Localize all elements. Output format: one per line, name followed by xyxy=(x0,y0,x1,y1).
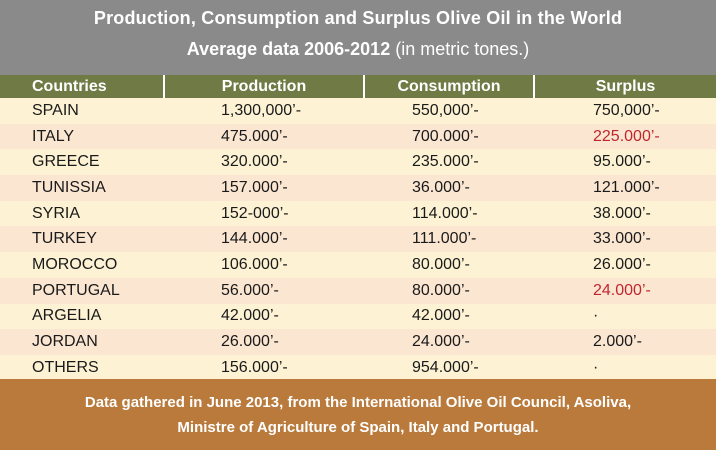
table-row: TUNISSIA 157.000’- 36.000’- 121.000’- xyxy=(0,175,716,201)
column-header-countries: Countries xyxy=(0,75,165,98)
surplus-cell: 2.000’- xyxy=(593,333,642,351)
table-row: ITALY 475.000’- 700.000’- 225.000’- xyxy=(0,123,716,150)
country-cell: JORDAN xyxy=(32,333,98,351)
consumption-cell: 550,000’- xyxy=(412,101,479,119)
table-body: SPAIN 1,300,000’- 550,000’- 750,000’- ITALY 4… xyxy=(0,98,716,381)
title: Production, Consumption and Surplus Oliv… xyxy=(93,8,623,28)
surplus-cell: 26.000’- xyxy=(593,255,651,273)
production-cell: 106.000’- xyxy=(221,255,288,273)
table-row: SPAIN 1,300,000’- 550,000’- 750,000’- xyxy=(0,98,716,124)
consumption-cell: 24.000’- xyxy=(412,333,470,351)
consumption-cell: 114.000’- xyxy=(412,204,478,222)
country-cell: GREECE xyxy=(32,153,100,171)
country-cell: PORTUGAL xyxy=(32,281,120,299)
production-cell: 152-000’- xyxy=(221,204,289,222)
consumption-cell: 700.000’- xyxy=(412,127,479,145)
surplus-cell: 24.000’- xyxy=(593,281,651,299)
country-cell: TUNISSIA xyxy=(32,178,106,196)
country-cell: SYRIA xyxy=(32,204,81,222)
surplus-cell: 121.000’- xyxy=(593,178,660,196)
production-cell: 144.000’- xyxy=(221,230,288,248)
source-footer: Data gathered in June 2013, from the Int… xyxy=(0,379,716,450)
consumption-cell: 42.000’- xyxy=(412,307,470,325)
table-row: GREECE 320.000’- 235.000’- 95.000’- xyxy=(0,149,716,176)
table-row: PORTUGAL 56.000’- 80.000’- 24.000’- xyxy=(0,277,716,304)
country-cell: ITALY xyxy=(32,127,75,145)
consumption-cell: 36.000’- xyxy=(412,178,470,196)
table-header-row: Countries Production Consumption Surplus xyxy=(0,75,716,98)
production-cell: 1,300,000’- xyxy=(221,101,302,119)
consumption-cell: 235.000’- xyxy=(412,153,479,171)
subtitle-bold: Average data 2006-2012 xyxy=(186,39,391,59)
surplus-cell: 750,000’- xyxy=(593,101,660,119)
title-bar: Production, Consumption and Surplus Oliv… xyxy=(0,0,716,75)
column-header-consumption: Consumption xyxy=(365,75,535,98)
consumption-cell: 80.000’- xyxy=(412,255,470,273)
surplus-cell: 225.000’- xyxy=(593,127,660,145)
production-cell: 156.000’- xyxy=(221,358,288,376)
table-row: SYRIA 152-000’- 114.000’- 38.000’- xyxy=(0,200,716,227)
column-header-production: Production xyxy=(165,75,365,98)
surplus-cell: · xyxy=(593,307,599,325)
subtitle: Average data 2006-2012 (in metric tones.… xyxy=(0,39,716,60)
surplus-cell: 38.000’- xyxy=(593,204,651,222)
surplus-cell: 33.000’- xyxy=(593,230,651,248)
country-cell: TURKEY xyxy=(32,230,97,248)
production-cell: 475.000’- xyxy=(221,127,288,145)
table-row: OTHERS 156.000’- 954.000’- · xyxy=(0,354,716,381)
column-header-surplus: Surplus xyxy=(595,77,656,95)
country-cell: ARGELIA xyxy=(32,307,102,325)
table-row: TURKEY 144.000’- 111.000’- 33.000’- xyxy=(0,226,716,253)
production-cell: 56.000’- xyxy=(221,281,279,299)
table-row: MOROCCO 106.000’- 80.000’- 26.000’- xyxy=(0,252,716,278)
production-cell: 26.000’- xyxy=(221,333,279,351)
production-cell: 320.000’- xyxy=(221,153,288,171)
surplus-cell: · xyxy=(593,358,599,376)
consumption-cell: 80.000’- xyxy=(412,281,470,299)
data-table: Countries Production Consumption Surplus… xyxy=(0,75,716,381)
country-cell: SPAIN xyxy=(32,101,79,119)
consumption-cell: 111.000’- xyxy=(412,230,477,248)
table-row: ARGELIA 42.000’- 42.000’- · xyxy=(0,303,716,330)
production-cell: 42.000’- xyxy=(221,307,279,325)
surplus-cell: 95.000’- xyxy=(593,153,651,171)
country-cell: OTHERS xyxy=(32,358,99,376)
production-cell: 157.000’- xyxy=(221,178,288,196)
source-note-line1: Data gathered in June 2013, from the Int… xyxy=(84,394,632,411)
subtitle-unit: (in metric tones.) xyxy=(390,39,530,59)
consumption-cell: 954.000’- xyxy=(412,358,479,376)
country-cell: MOROCCO xyxy=(32,255,118,273)
source-note-line2: Ministre of Agriculture of Spain, Italy … xyxy=(177,419,539,436)
table-row: JORDAN 26.000’- 24.000’- 2.000’- xyxy=(0,329,716,355)
